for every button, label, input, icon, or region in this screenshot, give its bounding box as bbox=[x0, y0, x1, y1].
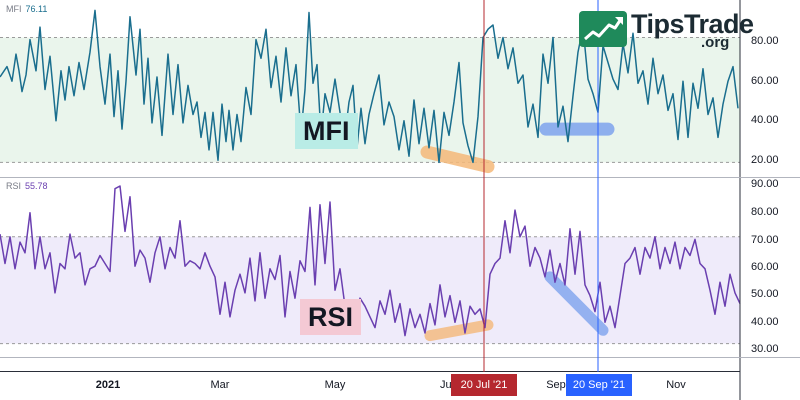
mfi-legend-value: 76.11 bbox=[25, 4, 48, 14]
mfi-ytick: 60.00 bbox=[751, 75, 779, 87]
xtick-label: Nov bbox=[666, 379, 686, 391]
logo-domain: .org bbox=[701, 34, 730, 51]
rsi-legend: RSI 55.78 bbox=[6, 181, 48, 191]
mfi-annotation: MFI bbox=[295, 113, 358, 149]
rsi-pane: 90.00 80.00 70.00 60.00 50.00 40.00 30.00 bbox=[0, 178, 779, 355]
logo-text: TipsTrade bbox=[631, 9, 754, 39]
rsi-ytick: 70.00 bbox=[751, 234, 779, 246]
mfi-highlight-0 bbox=[420, 145, 495, 174]
rsi-ytick: 90.00 bbox=[751, 178, 779, 190]
date-tag-jul: 20 Jul '21 bbox=[451, 374, 517, 396]
xtick-label: 2021 bbox=[96, 379, 120, 391]
mfi-legend: MFI 76.11 bbox=[6, 4, 47, 14]
xtick-label: May bbox=[325, 379, 346, 391]
rsi-legend-value: 55.78 bbox=[25, 181, 48, 191]
date-tag-sep: 20 Sep '21 bbox=[566, 374, 632, 396]
tipstrade-logo: TipsTrade .org bbox=[579, 9, 774, 51]
rsi-ytick: 50.00 bbox=[751, 288, 779, 300]
mfi-band bbox=[0, 37, 740, 163]
rsi-ytick: 40.00 bbox=[751, 316, 779, 328]
mfi-pane: 80.00 60.00 40.00 20.00 bbox=[0, 9, 779, 174]
rsi-series-line bbox=[0, 185, 741, 337]
rsi-ytick: 60.00 bbox=[751, 261, 779, 273]
mfi-ytick: 40.00 bbox=[751, 114, 779, 126]
xtick-label: Mar bbox=[211, 379, 230, 391]
mfi-legend-name: MFI bbox=[6, 4, 22, 14]
rsi-ytick: 80.00 bbox=[751, 206, 779, 218]
xtick-label: Sep bbox=[546, 379, 566, 391]
rsi-annotation: RSI bbox=[300, 299, 362, 335]
xtick-label: Jul bbox=[440, 379, 454, 391]
mfi-ytick: 80.00 bbox=[751, 35, 779, 47]
chart-trend-icon bbox=[579, 11, 627, 47]
rsi-highlight-1 bbox=[544, 271, 609, 336]
rsi-ytick: 30.00 bbox=[751, 343, 779, 355]
rsi-legend-name: RSI bbox=[6, 181, 22, 191]
rsi-band bbox=[0, 236, 740, 344]
mfi-ytick: 20.00 bbox=[751, 154, 779, 166]
rsi-highlight-0 bbox=[424, 319, 494, 342]
